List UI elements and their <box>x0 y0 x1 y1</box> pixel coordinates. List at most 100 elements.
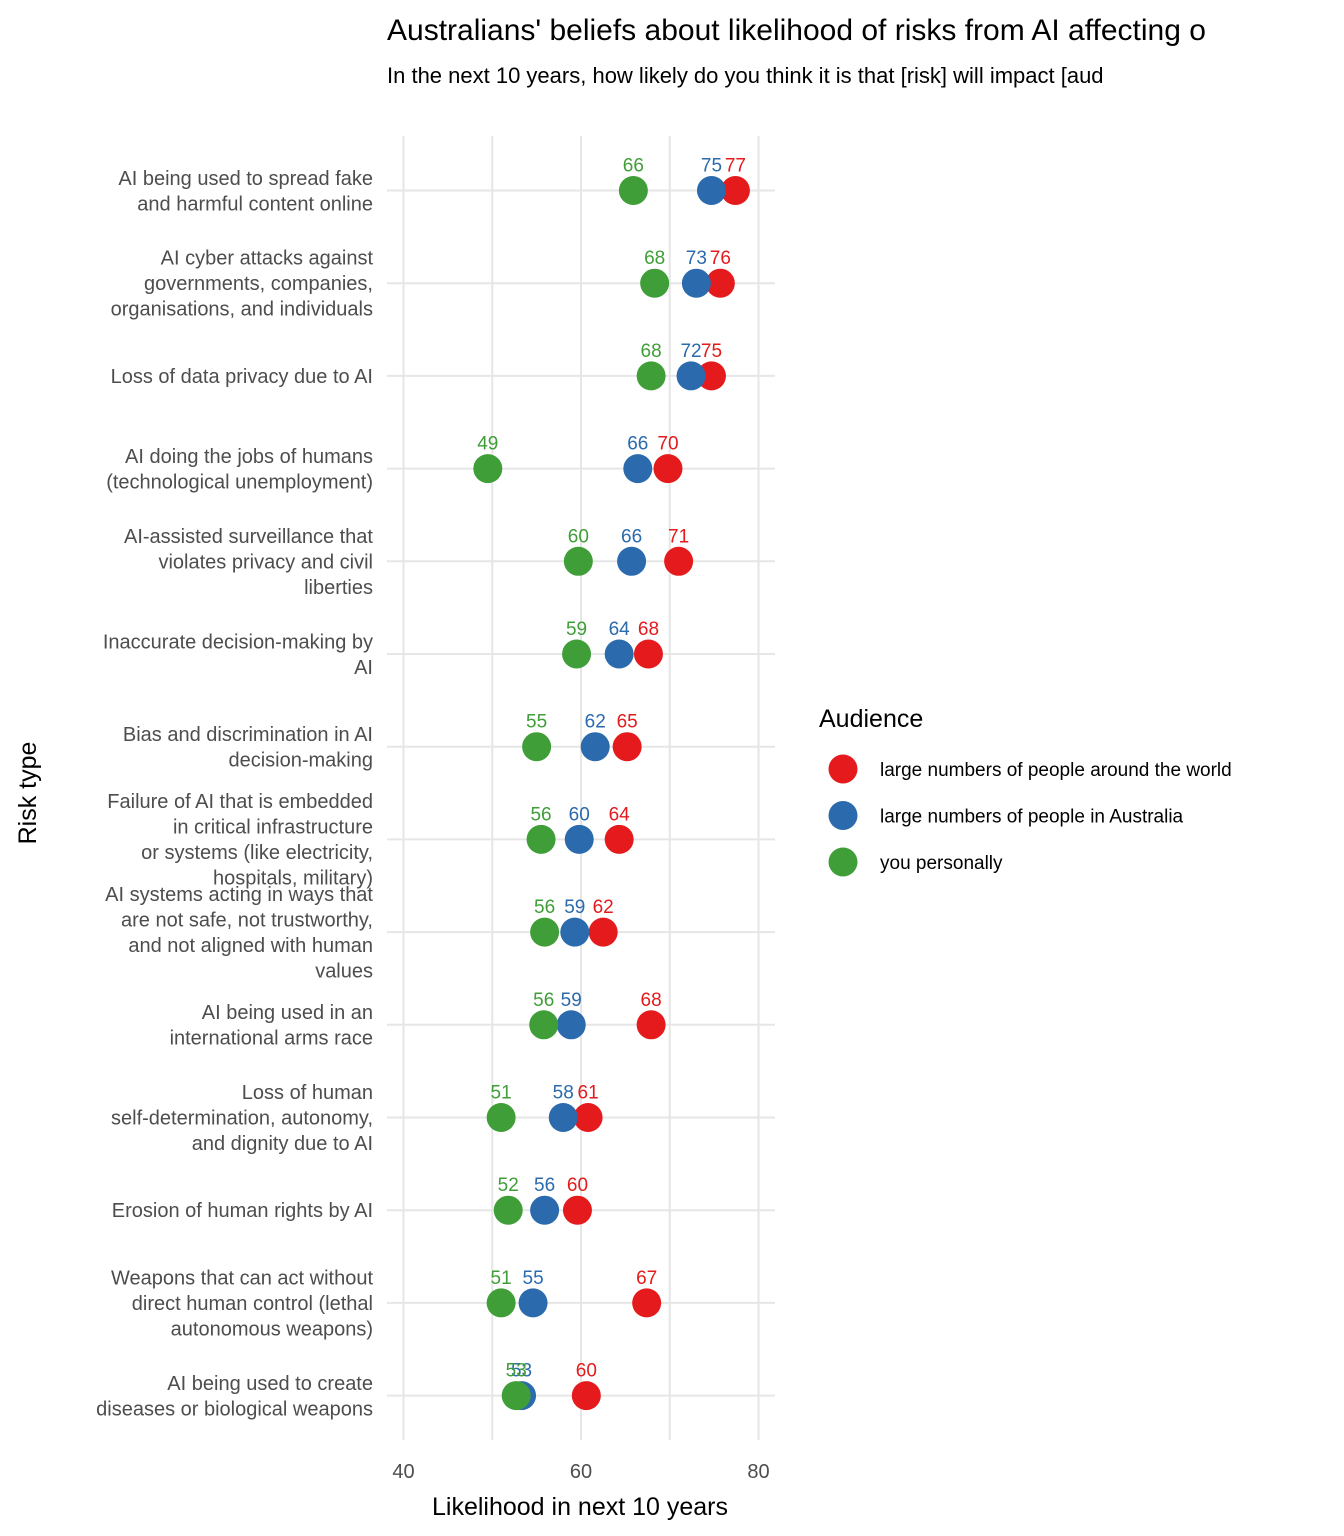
category-label: AI being used to spread fake and harmful … <box>118 168 373 216</box>
legend-items: large numbers of people around the world… <box>828 754 1232 877</box>
data-point <box>623 454 653 484</box>
data-label: 55 <box>526 712 547 733</box>
legend-swatch <box>828 847 858 877</box>
data-label: 77 <box>725 156 746 177</box>
data-point <box>560 917 590 947</box>
data-point <box>636 1010 666 1040</box>
data-label: 75 <box>701 341 722 362</box>
x-tick-label: 40 <box>392 1461 414 1483</box>
data-label: 52 <box>498 1175 519 1196</box>
x-tick-label: 80 <box>747 1461 769 1483</box>
data-point <box>720 176 750 205</box>
data-point <box>522 732 552 762</box>
data-point <box>664 546 694 576</box>
category-label: Failure of AI that is embedded in critica… <box>107 791 373 890</box>
data-label: 60 <box>569 804 590 825</box>
y-axis-category-labels: AI being used to spread fake and harmful … <box>96 168 373 1421</box>
data-point <box>633 639 663 669</box>
data-label: 70 <box>657 434 678 455</box>
category-label: Loss of data privacy due to AI <box>111 366 373 388</box>
data-label: 61 <box>578 1083 599 1104</box>
data-label: 51 <box>491 1083 512 1104</box>
category-label: AI being used in an international arms ra… <box>170 1002 373 1050</box>
category-label: AI cyber attacks against governments, com… <box>111 248 374 321</box>
data-label: 73 <box>686 248 707 269</box>
data-point <box>573 1103 603 1132</box>
data-point <box>632 1288 662 1318</box>
data-label: 59 <box>561 990 582 1011</box>
data-point <box>612 732 642 762</box>
data-point <box>636 361 666 391</box>
data-label: 59 <box>566 619 587 640</box>
data-point <box>705 268 735 298</box>
data-point <box>501 1381 531 1411</box>
data-point <box>563 546 593 576</box>
data-point <box>562 1195 592 1225</box>
category-label: Erosion of human rights by AI <box>112 1200 373 1222</box>
chart-title: Australians' beliefs about likelihood of… <box>387 14 1206 47</box>
legend: Audience large numbers of people around … <box>819 705 1232 877</box>
category-label: Inaccurate decision-making by AI <box>103 631 373 679</box>
data-point <box>530 1195 560 1225</box>
data-point <box>696 361 726 391</box>
data-point <box>640 268 670 298</box>
data-label: 62 <box>593 897 614 918</box>
data-point <box>571 1381 601 1411</box>
data-label: 66 <box>627 434 648 455</box>
category-label: AI doing the jobs of humans (technologica… <box>106 446 373 494</box>
data-label: 62 <box>585 712 606 733</box>
data-label: 60 <box>567 1175 588 1196</box>
y-axis-title: Risk type <box>14 742 42 845</box>
data-label: 66 <box>621 526 642 547</box>
data-label: 67 <box>636 1268 657 1289</box>
data-point <box>529 1010 559 1040</box>
grid-lines <box>387 136 775 1440</box>
data-point <box>493 1195 523 1225</box>
data-label: 51 <box>491 1268 512 1289</box>
data-point <box>556 1010 586 1040</box>
x-tick-label: 60 <box>570 1461 592 1483</box>
data-label: 68 <box>638 619 659 640</box>
data-label: 75 <box>701 156 722 177</box>
legend-title: Audience <box>819 705 923 733</box>
data-point <box>473 454 503 484</box>
category-label: Loss of human self-determination, autonom… <box>111 1082 373 1155</box>
x-axis-title: Likelihood in next 10 years <box>432 1493 728 1521</box>
data-labels: 77 76 75 70 71 68 65 64 62 68 61 60 67 60 75 73 72 66 66 64… <box>477 156 746 1382</box>
data-label: 60 <box>568 526 589 547</box>
data-label: 55 <box>523 1268 544 1289</box>
data-point <box>530 917 560 947</box>
data-points <box>473 176 750 1411</box>
data-label: 49 <box>477 434 498 455</box>
chart-subtitle: In the next 10 years, how likely do you … <box>387 63 1104 88</box>
category-label: Weapons that can act without direct human… <box>111 1267 373 1340</box>
data-label: 53 <box>506 1361 527 1382</box>
data-point <box>486 1288 516 1318</box>
data-label: 68 <box>644 248 665 269</box>
data-label: 56 <box>534 897 555 918</box>
data-point <box>518 1288 548 1318</box>
data-label: 66 <box>623 156 644 177</box>
legend-label: large numbers of people around the world <box>880 760 1232 781</box>
data-label: 76 <box>710 248 731 269</box>
x-axis-tick-labels: 40 60 80 <box>392 1461 769 1483</box>
data-label: 53 <box>511 1361 532 1382</box>
data-label: 56 <box>533 990 554 1011</box>
legend-label: large numbers of people in Australia <box>880 807 1184 828</box>
data-point <box>548 1103 578 1132</box>
data-label: 60 <box>576 1361 597 1382</box>
data-label: 64 <box>609 619 631 640</box>
data-point <box>617 546 647 576</box>
data-label: 56 <box>534 1175 555 1196</box>
legend-swatch <box>828 754 858 784</box>
category-label: AI systems acting in ways that are not sa… <box>105 884 373 983</box>
data-point <box>676 361 706 391</box>
data-label: 56 <box>530 804 551 825</box>
data-point <box>604 639 634 669</box>
category-label: AI-assisted surveillance that violates pr… <box>124 526 373 599</box>
data-point <box>486 1103 516 1132</box>
data-label: 59 <box>564 897 585 918</box>
data-point <box>696 176 726 205</box>
data-label: 58 <box>553 1083 574 1104</box>
